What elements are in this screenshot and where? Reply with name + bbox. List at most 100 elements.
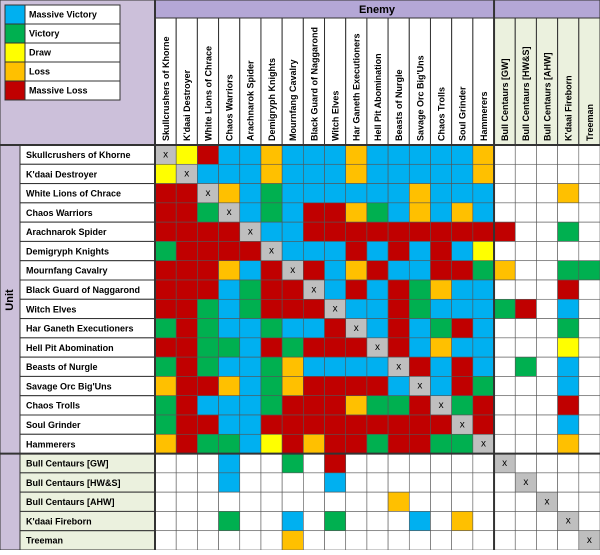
result-cell	[260, 202, 283, 223]
result-cell	[324, 414, 347, 435]
result-cell	[536, 221, 558, 242]
result-cell	[324, 491, 347, 512]
result-cell	[260, 414, 283, 435]
result-cell	[430, 260, 452, 281]
result-cell	[408, 298, 431, 319]
result-cell	[281, 414, 304, 435]
result-cell	[493, 144, 516, 165]
result-cell	[387, 414, 410, 435]
result-cell	[345, 279, 368, 300]
result-cell	[493, 511, 516, 532]
result-cell	[175, 453, 198, 474]
self-marker: x	[354, 323, 359, 334]
result-cell	[493, 260, 516, 281]
result-cell	[387, 260, 410, 281]
result-cell	[154, 337, 177, 358]
result-cell	[281, 511, 304, 532]
result-cell	[218, 491, 241, 512]
result-cell	[578, 144, 600, 165]
result-cell	[557, 163, 580, 184]
result-cell	[578, 221, 600, 242]
result-cell	[387, 511, 410, 532]
result-cell	[557, 414, 580, 435]
result-cell	[154, 511, 177, 532]
result-cell	[154, 163, 177, 184]
result-cell	[175, 279, 198, 300]
result-cell	[578, 472, 600, 493]
result-cell	[303, 356, 325, 377]
result-cell	[557, 202, 580, 223]
result-cell	[324, 376, 347, 397]
result-cell	[493, 279, 516, 300]
result-cell	[366, 163, 389, 184]
result-cell	[408, 163, 431, 184]
result-cell	[557, 395, 580, 416]
result-cell	[345, 414, 368, 435]
enemy-header: Enemy	[359, 4, 396, 16]
result-cell	[387, 472, 410, 493]
column-header: Bull Centaurs [GW]	[500, 58, 510, 141]
result-cell	[493, 395, 516, 416]
result-cell	[493, 298, 516, 319]
result-cell	[303, 414, 325, 435]
result-cell	[154, 298, 177, 319]
result-cell	[578, 433, 600, 454]
result-cell	[451, 376, 474, 397]
column-header: K'daai Destroyer	[182, 69, 192, 141]
legend-swatch	[4, 61, 26, 82]
result-cell	[324, 530, 347, 551]
result-cell	[557, 376, 580, 397]
column-header: Treeman	[585, 104, 595, 141]
result-cell	[281, 318, 304, 339]
row-header: Demigryph Knights	[26, 246, 109, 256]
result-cell	[218, 337, 241, 358]
result-cell	[578, 279, 600, 300]
result-cell	[493, 530, 516, 551]
result-cell	[303, 433, 325, 454]
result-cell	[514, 279, 537, 300]
result-cell	[578, 511, 600, 532]
result-cell	[239, 318, 262, 339]
result-cell	[197, 472, 219, 493]
result-cell	[366, 376, 389, 397]
result-cell	[175, 260, 198, 281]
legend-label: Massive Loss	[29, 85, 88, 95]
row-header: Chaos Warriors	[26, 208, 93, 218]
result-cell	[345, 395, 368, 416]
result-cell	[408, 279, 431, 300]
result-cell	[578, 241, 600, 262]
result-cell	[197, 163, 219, 184]
result-cell	[324, 433, 347, 454]
result-cell	[303, 491, 325, 512]
result-cell	[281, 163, 304, 184]
result-cell	[175, 356, 198, 377]
result-cell	[324, 202, 347, 223]
result-cell	[281, 530, 304, 551]
result-cell	[281, 144, 304, 165]
result-cell	[239, 491, 262, 512]
result-cell	[175, 376, 198, 397]
result-cell	[514, 453, 537, 474]
result-cell	[324, 221, 347, 242]
result-cell	[175, 183, 198, 204]
result-cell	[472, 221, 495, 242]
result-cell	[408, 221, 431, 242]
result-cell	[303, 260, 325, 281]
result-cell	[175, 318, 198, 339]
column-header: Arachnarok Spider	[246, 60, 256, 141]
result-cell	[536, 260, 558, 281]
result-cell	[154, 183, 177, 204]
result-cell	[472, 318, 495, 339]
result-cell	[578, 414, 600, 435]
result-cell	[324, 163, 347, 184]
result-cell	[387, 453, 410, 474]
result-cell	[175, 530, 198, 551]
result-cell	[260, 530, 283, 551]
legend-label: Massive Victory	[29, 9, 97, 19]
result-cell	[536, 433, 558, 454]
result-cell	[387, 318, 410, 339]
result-cell	[536, 318, 558, 339]
result-cell	[536, 337, 558, 358]
result-cell	[472, 202, 495, 223]
result-cell	[408, 241, 431, 262]
